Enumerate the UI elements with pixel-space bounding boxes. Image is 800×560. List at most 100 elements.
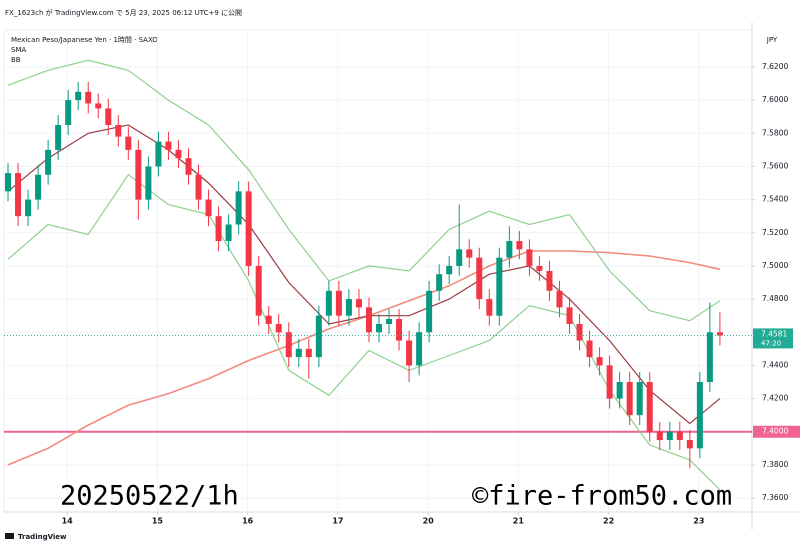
y-tick-label: 7.4400 <box>762 360 788 369</box>
candle-body <box>436 274 443 291</box>
candle-body <box>55 125 62 150</box>
y-tick-label: 7.5000 <box>762 261 788 270</box>
level-label: 7.4000 <box>762 427 788 436</box>
candle-body <box>696 382 703 449</box>
candle-body <box>325 290 332 316</box>
candle-body <box>636 382 643 416</box>
indicator-label: SMA <box>11 46 26 54</box>
x-tick-label: 21 <box>513 517 525 526</box>
candle-body <box>456 249 463 266</box>
y-tick-label: 7.6000 <box>762 95 788 104</box>
x-tick-label: 15 <box>152 517 164 526</box>
candle-body <box>546 270 553 291</box>
candle-body <box>125 136 132 150</box>
candle-body <box>556 290 563 308</box>
candle-body <box>586 340 593 358</box>
plot <box>4 30 752 512</box>
y-tick-label: 7.5400 <box>762 195 788 204</box>
candle-body <box>155 141 162 167</box>
candle-body <box>386 319 393 324</box>
candle-body <box>25 199 32 217</box>
x-tick-label: 17 <box>332 517 343 526</box>
candle-body <box>95 103 102 109</box>
candle-body <box>646 382 653 432</box>
candle-body <box>35 174 42 200</box>
candle-body <box>536 265 543 271</box>
candle-body <box>626 382 633 416</box>
candle-body <box>275 323 282 333</box>
x-tick-label: 23 <box>693 517 704 526</box>
candle-body <box>416 332 423 366</box>
candle-body <box>315 315 322 358</box>
candle-body <box>195 174 202 200</box>
candle-body <box>205 199 212 217</box>
candle-body <box>5 173 12 192</box>
level-tag <box>753 425 800 438</box>
candle-body <box>295 348 302 358</box>
candle-body <box>265 315 272 324</box>
y-tick-label: 7.5200 <box>762 228 788 237</box>
candle-body <box>345 299 352 316</box>
candle-body <box>85 91 92 104</box>
candle-body <box>305 348 312 358</box>
candle-body <box>706 332 713 383</box>
x-tick-label: 16 <box>242 517 254 526</box>
candle-body <box>476 257 483 300</box>
logo-mark <box>5 533 14 539</box>
candle-body <box>15 173 22 217</box>
candle-body <box>115 125 122 137</box>
y-tick-label: 7.3600 <box>762 493 788 502</box>
candle-body <box>656 431 663 441</box>
candle-body <box>666 431 673 441</box>
candle-body <box>355 299 362 308</box>
candle-body <box>255 265 262 316</box>
y-tick-label: 7.5600 <box>762 161 788 170</box>
candle-body <box>596 357 603 366</box>
last-price-tag <box>753 328 793 349</box>
y-tick-label: 7.6200 <box>762 62 788 71</box>
candle-body <box>396 319 403 341</box>
candle-body <box>235 191 242 225</box>
candle-body <box>606 365 613 399</box>
candle-body <box>165 141 172 150</box>
candle-body <box>716 332 723 336</box>
candle-body <box>426 290 433 333</box>
candle-body <box>566 307 573 324</box>
y-tick-label: 7.3800 <box>762 460 788 469</box>
candle-body <box>285 332 292 358</box>
y-tick-label: 7.5800 <box>762 128 788 137</box>
header: FX_1623ch が TradingView.com で 5月 23, 202… <box>5 8 242 17</box>
indicator-line <box>7 59 721 322</box>
candle-body <box>75 91 82 101</box>
candle-body <box>215 216 222 242</box>
candle-body <box>105 108 112 126</box>
x-tick-label: 20 <box>423 517 435 526</box>
candle-body <box>245 191 252 266</box>
candle-body <box>45 149 52 175</box>
currency: JPY <box>766 36 778 44</box>
footer-logo <box>5 533 14 539</box>
indicator-label: BB <box>11 56 21 64</box>
candle-body <box>506 241 513 258</box>
candle-body <box>185 158 192 175</box>
candle-body <box>516 241 523 250</box>
candle-body <box>486 299 493 316</box>
candle-body <box>686 440 693 449</box>
candle-body <box>335 290 342 316</box>
candle-body <box>616 382 623 399</box>
candle-body <box>225 224 232 242</box>
candle-body <box>65 100 72 126</box>
chart-title: Mexican Peso/Japanese Yen · 1時間 · SAXO <box>11 36 158 44</box>
candle-body <box>175 149 182 159</box>
x-tick-label: 22 <box>603 517 614 526</box>
candle-body <box>375 323 383 333</box>
footer: TradingView <box>18 533 67 541</box>
candle-body <box>406 340 413 366</box>
candle-body <box>145 166 152 200</box>
countdown: 47:20 <box>761 339 781 347</box>
y-tick-label: 7.4800 <box>762 294 788 303</box>
annotation: 20250522/1h <box>60 481 239 512</box>
last-price-label: 7.4581 <box>761 329 787 338</box>
